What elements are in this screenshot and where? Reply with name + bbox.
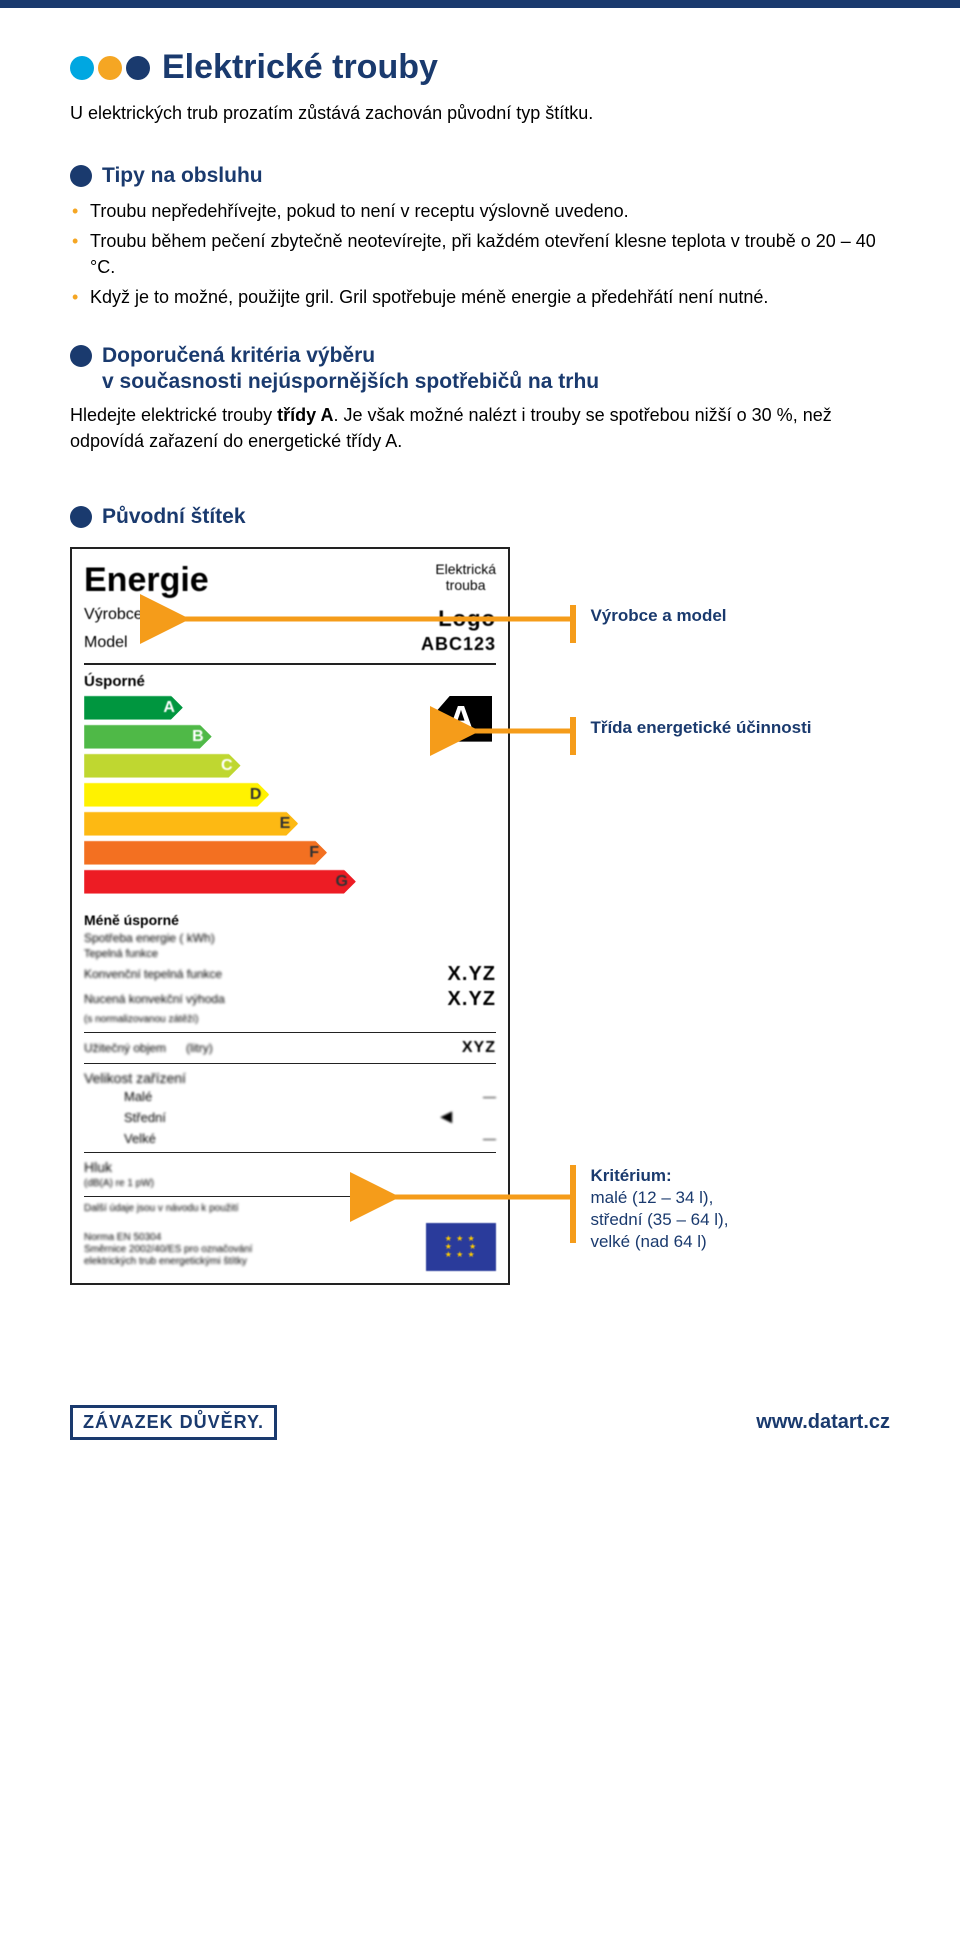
callout-bar (570, 1165, 576, 1243)
class-bar-C: C (84, 754, 241, 778)
callout-text: Kritérium: malé (12 – 34 l), střední (35… (590, 1165, 728, 1253)
label-top: Energie Elektrickátrouba (84, 561, 496, 600)
divider (84, 663, 496, 665)
title-row: Elektrické trouby (70, 48, 890, 87)
size-large-row: Velké— (84, 1131, 496, 1146)
title-dots (70, 56, 150, 80)
divider (84, 1152, 496, 1153)
callout-size: Kritérium: malé (12 – 34 l), střední (35… (570, 1165, 728, 1253)
eu-flag-icon: ★ ★ ★★ ★★ ★ ★ (426, 1223, 496, 1271)
size-med-row: Střední◄ (84, 1106, 496, 1129)
page-content: Elektrické trouby U elektrických trub pr… (0, 8, 960, 1355)
volume-row: Užitečný objem (litry) XYZ (84, 1039, 496, 1057)
manufacturer-value: Logo (438, 606, 496, 632)
model-row: Model ABC123 (84, 634, 496, 655)
tip-item: Troubu nepředehřívejte, pokud to není v … (72, 198, 890, 224)
heating1-label: Konvenční tepelná funkce (84, 967, 222, 981)
label-title: Energie (84, 561, 209, 600)
class-bars: A ABCDEFG (84, 696, 496, 906)
dot-cyan (70, 56, 94, 80)
class-bar-D: D (84, 783, 269, 807)
page-title: Elektrické trouby (162, 48, 438, 87)
heating2-row: Nucená konvekční výhoda X.YZ (84, 988, 496, 1011)
dot-yellow (98, 56, 122, 80)
footer-url: www.datart.cz (756, 1411, 890, 1434)
class-bar-F: F (84, 841, 327, 865)
class-bar-B: B (84, 725, 212, 749)
class-bar-G: G (84, 870, 356, 894)
footer: ZÁVAZEK DŮVĚRY. www.datart.cz (0, 1385, 960, 1460)
tip-item: Troubu během pečení zbytečně neotevírejt… (72, 228, 890, 280)
heating2-value: X.YZ (448, 988, 496, 1011)
bullet-dot-icon (70, 165, 92, 187)
rec-heading-line2: v současnosti nejúspornějších spotřebičů… (102, 370, 890, 394)
fine-note: (s normalizovanou zátěží) (84, 1014, 496, 1026)
callout-bar (570, 717, 576, 755)
class-bar-E: E (84, 812, 298, 836)
rec-body-pre: Hledejte elektrické trouby (70, 405, 277, 425)
bottom-fine2: Norma EN 50304Směrnice 2002/40/ES pro oz… (84, 1232, 426, 1268)
rec-body: Hledejte elektrické trouby třídy A. Je v… (70, 402, 890, 454)
rec-body-bold: třídy A (277, 405, 333, 425)
divider (84, 1063, 496, 1064)
noise-label: Hluk (84, 1159, 496, 1175)
rec-heading-row: Doporučená kritéria výběru (70, 344, 890, 368)
divider (84, 1196, 496, 1197)
appliance-type: Elektrickátrouba (435, 561, 496, 593)
bottom-fine1: Další údaje jsou v návodu k použití (84, 1203, 496, 1215)
model-label: Model (84, 634, 128, 655)
divider (84, 1032, 496, 1033)
callout-text: Třída energetické účinnosti (590, 717, 811, 739)
tip-item: Když je to možné, použijte gril. Gril sp… (72, 284, 890, 310)
original-label-heading: Původní štítek (102, 505, 246, 529)
intro-text: U elektrických trub prozatím zůstává zac… (70, 103, 890, 124)
top-bar (0, 0, 960, 8)
dot-navy (126, 56, 150, 80)
manufacturer-label: Výrobce (84, 606, 143, 632)
bullet-dot-icon (70, 506, 92, 528)
heating1-row: Konvenční tepelná funkce X.YZ (84, 963, 496, 986)
size-label: Velikost zařízení (84, 1070, 496, 1086)
class-marker: A (430, 696, 492, 742)
tips-heading-row: Tipy na obsluhu (70, 164, 890, 188)
model-value: ABC123 (421, 634, 496, 655)
bullet-dot-icon (70, 345, 92, 367)
size-small-row: Malé— (84, 1089, 496, 1104)
callout-manufacturer: Výrobce a model (570, 605, 727, 643)
volume-value: XYZ (462, 1039, 496, 1057)
pledge-badge: ZÁVAZEK DŮVĚRY. (70, 1405, 277, 1440)
fn-line: Tepelná funkce (84, 948, 496, 960)
original-label-heading-row: Původní štítek (70, 505, 890, 529)
less-efficient-label: Méně úsporné (84, 912, 496, 928)
callout-class: Třída energetické účinnosti (570, 717, 812, 755)
consumption-label: Spotřeba energie ( kWh) (84, 931, 496, 945)
tips-heading: Tipy na obsluhu (102, 164, 263, 188)
class-bar-A: A (84, 696, 183, 720)
noise-unit: (dB(A) re 1 pW) (84, 1178, 496, 1190)
callout-bar (570, 605, 576, 643)
efficient-label: Úsporné (84, 673, 496, 690)
heating2-label: Nucená konvekční výhoda (84, 992, 225, 1006)
heating1-value: X.YZ (448, 963, 496, 986)
volume-label: Užitečný objem (litry) (84, 1041, 213, 1055)
rec-heading-line1: Doporučená kritéria výběru (102, 344, 375, 368)
energy-label-row: Energie Elektrickátrouba Výrobce Logo Mo… (70, 547, 890, 1285)
tips-list: Troubu nepředehřívejte, pokud to není v … (70, 198, 890, 310)
energy-label: Energie Elektrickátrouba Výrobce Logo Mo… (70, 547, 510, 1285)
manufacturer-row: Výrobce Logo (84, 606, 496, 632)
callout-text: Výrobce a model (590, 605, 726, 627)
